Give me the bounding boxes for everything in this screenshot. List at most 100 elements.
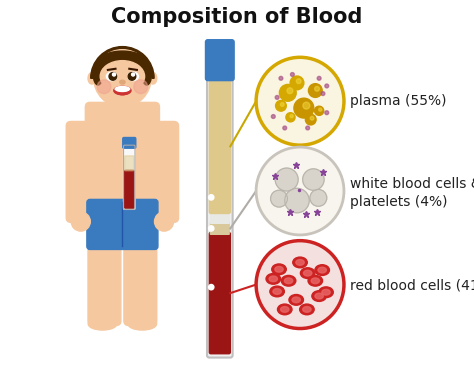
FancyBboxPatch shape: [123, 138, 136, 148]
Circle shape: [256, 57, 344, 145]
Ellipse shape: [284, 278, 293, 283]
FancyBboxPatch shape: [114, 103, 131, 124]
Circle shape: [325, 84, 328, 88]
Ellipse shape: [300, 304, 314, 315]
Ellipse shape: [114, 86, 131, 95]
Ellipse shape: [293, 257, 307, 268]
Circle shape: [310, 117, 314, 120]
Circle shape: [279, 84, 296, 101]
Circle shape: [155, 212, 173, 231]
Circle shape: [134, 80, 147, 94]
FancyBboxPatch shape: [88, 232, 121, 325]
Ellipse shape: [272, 264, 286, 275]
Circle shape: [271, 190, 287, 207]
Circle shape: [71, 212, 91, 231]
Ellipse shape: [270, 286, 284, 297]
Circle shape: [109, 73, 117, 80]
Ellipse shape: [273, 289, 281, 294]
Circle shape: [315, 86, 319, 91]
Circle shape: [303, 169, 324, 190]
Circle shape: [287, 88, 293, 94]
Ellipse shape: [319, 287, 333, 298]
Ellipse shape: [289, 295, 303, 305]
Ellipse shape: [315, 293, 323, 299]
Ellipse shape: [318, 267, 327, 273]
Circle shape: [209, 195, 214, 200]
FancyBboxPatch shape: [149, 121, 179, 222]
Circle shape: [275, 100, 286, 111]
FancyBboxPatch shape: [85, 102, 159, 226]
Ellipse shape: [303, 270, 312, 276]
Circle shape: [317, 76, 321, 80]
Ellipse shape: [303, 306, 311, 312]
Circle shape: [112, 73, 116, 76]
FancyBboxPatch shape: [125, 170, 134, 208]
Circle shape: [306, 126, 310, 130]
Circle shape: [290, 76, 304, 90]
Ellipse shape: [142, 64, 152, 85]
Circle shape: [294, 98, 314, 118]
Circle shape: [256, 241, 344, 329]
Ellipse shape: [281, 306, 289, 312]
Circle shape: [256, 147, 344, 235]
Ellipse shape: [115, 86, 130, 91]
FancyBboxPatch shape: [124, 145, 135, 209]
Circle shape: [290, 115, 293, 118]
Circle shape: [94, 50, 151, 107]
Circle shape: [321, 92, 325, 96]
FancyBboxPatch shape: [207, 72, 233, 358]
Ellipse shape: [149, 73, 157, 84]
FancyBboxPatch shape: [210, 65, 230, 214]
Circle shape: [305, 114, 316, 125]
Circle shape: [319, 108, 322, 111]
FancyBboxPatch shape: [66, 121, 95, 222]
Ellipse shape: [100, 61, 145, 92]
FancyBboxPatch shape: [124, 232, 157, 325]
Ellipse shape: [275, 267, 283, 272]
Circle shape: [303, 102, 310, 109]
Circle shape: [309, 84, 322, 97]
Ellipse shape: [312, 291, 327, 301]
Circle shape: [285, 188, 309, 213]
Ellipse shape: [315, 265, 329, 275]
Circle shape: [275, 168, 298, 191]
Ellipse shape: [97, 51, 148, 77]
Ellipse shape: [128, 318, 156, 330]
FancyBboxPatch shape: [210, 212, 229, 223]
Circle shape: [283, 126, 287, 130]
Ellipse shape: [106, 72, 117, 81]
Circle shape: [97, 80, 111, 94]
FancyBboxPatch shape: [206, 40, 234, 81]
Ellipse shape: [322, 290, 330, 295]
Circle shape: [209, 285, 214, 290]
Ellipse shape: [311, 278, 319, 283]
Ellipse shape: [88, 318, 117, 330]
Circle shape: [310, 189, 327, 206]
Circle shape: [296, 79, 301, 84]
Ellipse shape: [120, 80, 125, 84]
Ellipse shape: [277, 304, 292, 315]
Ellipse shape: [301, 268, 315, 278]
Text: Composition of Blood: Composition of Blood: [111, 7, 363, 27]
Ellipse shape: [88, 73, 96, 84]
FancyBboxPatch shape: [125, 156, 134, 171]
Circle shape: [281, 103, 284, 106]
Circle shape: [286, 113, 295, 122]
Ellipse shape: [128, 72, 138, 81]
Ellipse shape: [266, 274, 281, 284]
Ellipse shape: [93, 64, 103, 85]
FancyBboxPatch shape: [210, 232, 230, 354]
Circle shape: [325, 111, 328, 115]
Text: red blood cells (41%): red blood cells (41%): [350, 278, 474, 292]
Circle shape: [209, 226, 214, 231]
Ellipse shape: [281, 275, 296, 286]
FancyBboxPatch shape: [210, 223, 229, 234]
Ellipse shape: [269, 276, 277, 282]
Ellipse shape: [292, 297, 301, 303]
Circle shape: [279, 76, 283, 80]
Circle shape: [272, 115, 275, 118]
FancyBboxPatch shape: [87, 199, 158, 249]
Ellipse shape: [308, 275, 323, 286]
Circle shape: [315, 106, 324, 115]
Circle shape: [128, 73, 136, 80]
